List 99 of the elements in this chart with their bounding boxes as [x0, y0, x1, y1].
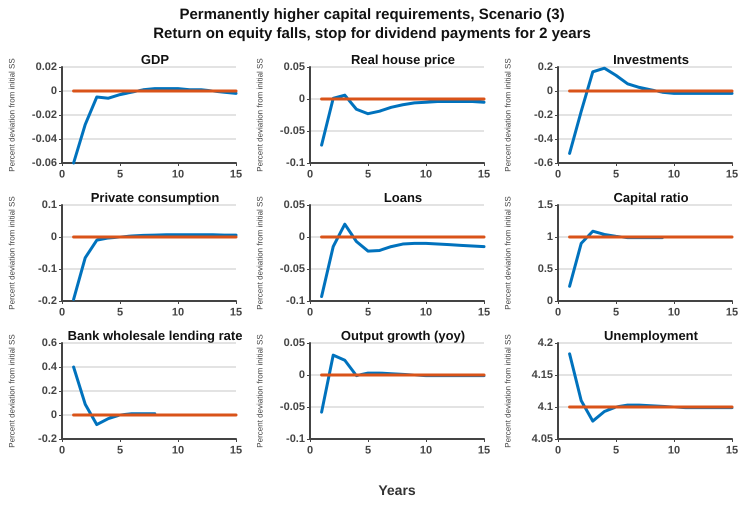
- chart-title: Investments: [613, 52, 689, 67]
- text: Permanently higher capital requirements, Scenario (3): [178, 5, 566, 24]
- y-tick-label: -0.05: [280, 263, 305, 275]
- y-tick-label: 0: [50, 85, 57, 97]
- line-series: [320, 94, 486, 147]
- y-tick-label: 0.2: [42, 385, 57, 397]
- x-tick-label: 10: [668, 444, 680, 456]
- y-tick-label: 4.2: [538, 337, 553, 349]
- y-tick-label: 4.1: [538, 401, 553, 413]
- x-tick-label: 10: [172, 168, 184, 180]
- x-tick-label: 5: [116, 168, 124, 180]
- x-tick-label: 15: [230, 168, 242, 180]
- chart-title: Loans: [384, 190, 422, 205]
- x-tick-label: 0: [58, 168, 66, 180]
- y-tick-label: 0: [298, 93, 305, 105]
- y-tick-label: 0: [546, 85, 553, 97]
- x-tick-label: 5: [612, 306, 620, 318]
- line-series: [568, 66, 734, 155]
- chart-title: Unemployment: [604, 328, 699, 343]
- x-tick-label: 15: [478, 444, 490, 456]
- y-tick-label: -0.06: [32, 157, 57, 169]
- y-tick-label: 0: [298, 369, 305, 381]
- y-tick-label: 0.4: [42, 361, 58, 373]
- y-tick-label: -0.2: [38, 295, 57, 307]
- y-axis-title: Percent deviation from initial SS: [504, 334, 512, 448]
- y-tick-label: 1.5: [538, 199, 553, 211]
- y-tick-label: 0.6: [42, 337, 57, 349]
- x-tick-label: 0: [58, 306, 66, 318]
- x-tick-label: 10: [420, 168, 432, 180]
- chart-title: GDP: [140, 52, 170, 67]
- y-axis-title: Percent deviation from initial SS: [504, 196, 512, 310]
- y-axis-title: Percent deviation from initial SS: [256, 196, 264, 310]
- x-tick-label: 5: [612, 168, 620, 180]
- x-tick-label: 5: [364, 306, 372, 318]
- y-tick-label: 0.05: [284, 61, 305, 73]
- y-tick-label: -0.1: [286, 433, 305, 445]
- line-series: [320, 222, 486, 298]
- x-tick-label: 10: [668, 168, 680, 180]
- x-tick-label: 5: [116, 444, 124, 456]
- y-tick-label: -0.1: [286, 157, 305, 169]
- chart-title: Bank wholesale lending rate: [68, 328, 242, 343]
- x-tick-label: 0: [306, 306, 314, 318]
- x-tick-label: 15: [726, 444, 738, 456]
- y-axis-title: Percent deviation from initial SS: [8, 196, 16, 310]
- x-tick-label: 0: [554, 168, 562, 180]
- y-tick-label: -0.02: [32, 109, 57, 121]
- x-tick-label: 5: [116, 306, 124, 318]
- text: Return on equity falls, stop for dividend payments for 2 years: [152, 24, 592, 43]
- y-axis-title: Percent deviation from initial SS: [8, 58, 16, 172]
- y-tick-label: -0.6: [534, 157, 553, 169]
- x-tick-label: 5: [364, 168, 372, 180]
- x-tick-label: 15: [726, 306, 738, 318]
- x-tick-label: 15: [726, 168, 738, 180]
- y-axis-title: Percent deviation from initial SS: [504, 58, 512, 172]
- y-tick-label: -0.05: [280, 125, 305, 137]
- y-tick-label: 0: [298, 231, 305, 243]
- y-tick-label: 4.05: [532, 433, 553, 445]
- y-tick-label: -0.4: [534, 133, 554, 145]
- x-tick-label: 10: [420, 306, 432, 318]
- x-tick-label: 0: [58, 444, 66, 456]
- y-tick-label: 4.15: [532, 369, 553, 381]
- y-tick-label: -0.04: [32, 133, 58, 145]
- x-axis-title: Years: [378, 482, 416, 498]
- x-tick-label: 10: [420, 444, 432, 456]
- x-tick-label: 0: [306, 444, 314, 456]
- y-tick-label: -0.2: [534, 109, 553, 121]
- x-tick-label: 15: [230, 306, 242, 318]
- x-tick-label: 0: [554, 444, 562, 456]
- y-tick-label: 0.02: [36, 61, 57, 73]
- y-tick-label: 0.05: [284, 199, 305, 211]
- x-tick-label: 5: [364, 444, 372, 456]
- x-tick-label: 10: [172, 306, 184, 318]
- x-tick-label: 15: [478, 306, 490, 318]
- y-tick-label: 0.2: [538, 61, 553, 73]
- y-tick-label: 0.05: [284, 337, 305, 349]
- y-tick-label: 1: [546, 231, 553, 243]
- y-tick-label: 0.1: [42, 199, 57, 211]
- x-tick-label: 15: [230, 444, 242, 456]
- chart-title: Private consumption: [90, 190, 220, 205]
- y-tick-label: -0.2: [38, 433, 57, 445]
- y-axis-title: Percent deviation from initial SS: [256, 334, 264, 448]
- y-tick-label: 0: [50, 231, 57, 243]
- chart-title: Output growth (yoy): [340, 328, 466, 343]
- y-axis-title: Percent deviation from initial SS: [8, 334, 16, 448]
- chart-title: Capital ratio: [613, 190, 689, 205]
- x-tick-label: 5: [612, 444, 620, 456]
- y-tick-label: -0.1: [38, 263, 57, 275]
- x-tick-label: 10: [668, 306, 680, 318]
- y-tick-label: 0: [546, 295, 553, 307]
- x-tick-label: 0: [554, 306, 562, 318]
- y-tick-label: -0.05: [280, 401, 305, 413]
- x-tick-label: 10: [172, 444, 184, 456]
- y-tick-label: 0: [50, 409, 57, 421]
- x-tick-label: 0: [306, 168, 314, 180]
- x-tick-label: 15: [478, 168, 490, 180]
- y-tick-label: -0.1: [286, 295, 305, 307]
- y-tick-label: 0.5: [538, 263, 553, 275]
- chart-title: Real house price: [350, 52, 456, 67]
- y-axis-title: Percent deviation from initial SS: [256, 58, 264, 172]
